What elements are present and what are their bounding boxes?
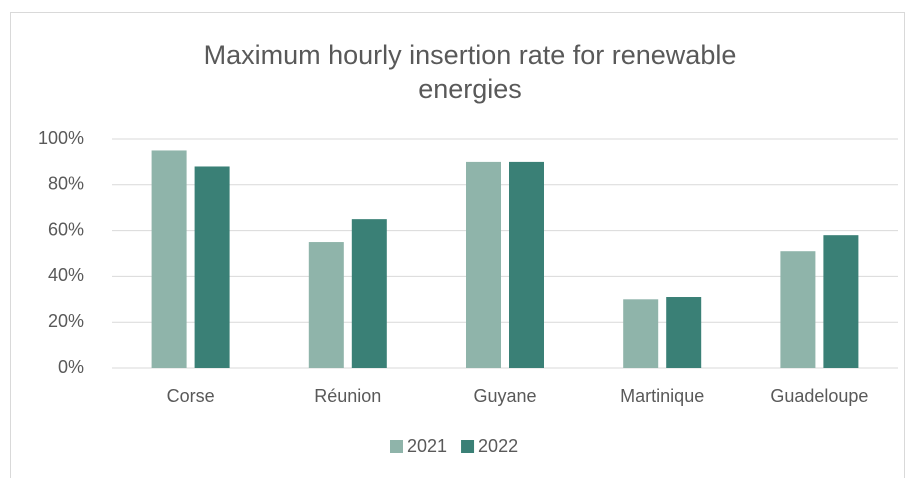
x-tick-label: Guyane [473, 386, 536, 406]
bar [466, 161, 501, 368]
x-tick-label: Corse [167, 386, 215, 406]
y-tick-label: 40% [48, 265, 84, 285]
legend-label: 2022 [478, 436, 518, 456]
y-tick-label: 0% [58, 357, 84, 377]
bar [623, 299, 659, 368]
y-tick-label: 100% [38, 128, 84, 148]
chart-title: Maximum hourly insertion rate for renewa… [203, 40, 737, 104]
bar [351, 219, 387, 368]
bar [194, 166, 230, 368]
x-tick-label: Réunion [314, 386, 381, 406]
bar [151, 150, 187, 368]
legend-swatch [461, 440, 475, 453]
x-tick-label: Martinique [620, 386, 704, 406]
x-tick-label: Guadeloupe [770, 386, 868, 406]
y-tick-label: 60% [48, 219, 84, 239]
bar [823, 235, 859, 368]
bar [509, 161, 544, 368]
bar [666, 297, 702, 368]
legend-swatch [390, 440, 403, 453]
y-tick-label: 80% [48, 174, 84, 194]
y-tick-label: 20% [48, 311, 84, 331]
chart-frame [10, 12, 905, 478]
bar [780, 251, 816, 368]
bar [308, 242, 344, 368]
legend-label: 2021 [407, 436, 447, 456]
